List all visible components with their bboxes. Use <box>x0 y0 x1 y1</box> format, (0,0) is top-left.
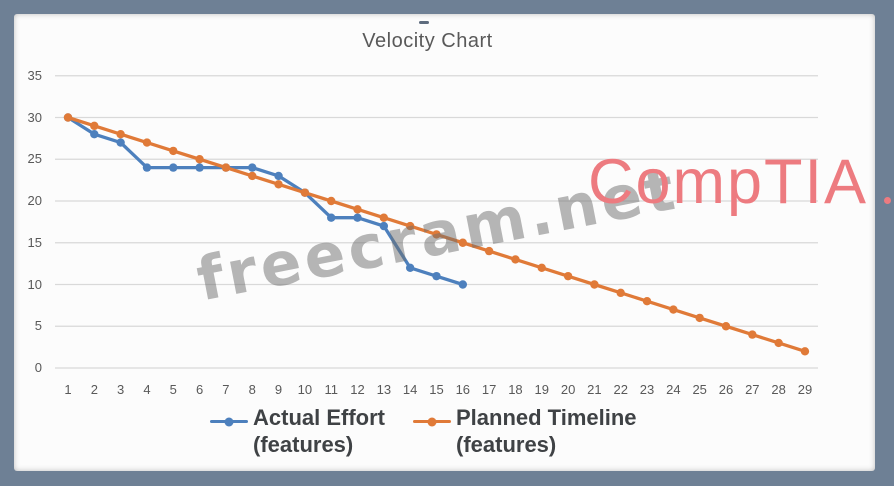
gridlines <box>55 75 818 369</box>
y-axis-label: 0 <box>34 360 42 375</box>
x-axis-label: 26 <box>718 382 734 397</box>
window-dash-artifact <box>419 21 429 24</box>
legend-marker-actual-effort-features <box>210 417 248 426</box>
x-axis-label: 9 <box>274 382 283 397</box>
x-axis-label: 24 <box>666 382 681 397</box>
x-axis-label: 1 <box>64 382 72 397</box>
x-axis-label: 16 <box>455 382 471 397</box>
x-axis-label: 21 <box>587 382 602 397</box>
x-axis-label: 3 <box>117 382 125 397</box>
x-axis-label: 20 <box>560 382 576 397</box>
x-axis-label: 2 <box>90 382 98 397</box>
registered-trademark-dot <box>884 197 891 204</box>
x-axis-label: 7 <box>222 382 230 397</box>
x-axis-label: 27 <box>745 382 760 397</box>
x-axis-label: 10 <box>297 382 313 397</box>
x-axis-label: 13 <box>376 382 392 397</box>
legend-item-actual-effort-features: Actual Effort (features) <box>210 404 385 458</box>
x-axis-label: 6 <box>195 382 204 397</box>
x-axis-label: 15 <box>429 382 444 397</box>
x-axis-label: 29 <box>797 382 813 397</box>
legend-label-planned-timeline-features: Planned Timeline (features) <box>456 405 637 457</box>
x-axis-label: 17 <box>481 382 497 397</box>
series-planned-timeline-features <box>63 113 810 356</box>
y-axis-label: 5 <box>34 318 42 334</box>
y-axis-label: 35 <box>27 67 42 83</box>
x-axis-label: 18 <box>508 382 523 397</box>
legend: Actual Effort (features) Planned Timeline(… <box>210 404 637 458</box>
legend-item-planned-timeline-features: Planned Timeline (features) <box>413 404 637 458</box>
x-axis-label: 4 <box>143 382 151 397</box>
legend-label-actual-effort-features: Actual Effort (features) <box>253 405 385 457</box>
legend-marker-planned-timeline-features <box>413 417 451 426</box>
x-axis-label: 19 <box>534 382 549 397</box>
x-axis-label: 22 <box>613 382 628 397</box>
y-axis-label: 20 <box>27 193 42 208</box>
x-axis-label: 12 <box>350 382 365 397</box>
y-axis-label: 30 <box>27 109 42 125</box>
x-axis-label: 8 <box>248 382 256 397</box>
x-axis-label: 28 <box>771 382 786 397</box>
x-axis-label: 14 <box>402 382 418 397</box>
chart-title: Velocity Chart <box>362 30 493 52</box>
y-axis-label: 25 <box>27 151 42 167</box>
watermark-comptia-logo: CompTIA <box>588 147 869 217</box>
x-axis-label: 5 <box>169 382 177 397</box>
x-axis-label: 25 <box>692 382 707 397</box>
y-axis-label: 15 <box>27 234 42 250</box>
x-axis-label: 11 <box>324 382 338 397</box>
y-axis-label: 10 <box>27 276 42 292</box>
x-axis-label: 23 <box>639 382 655 397</box>
